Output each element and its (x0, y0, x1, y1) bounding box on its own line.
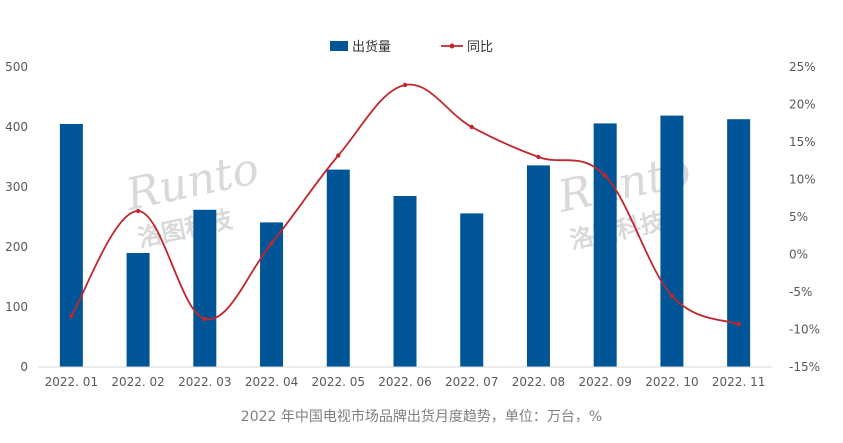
x-tick-label: 2022. 11 (712, 375, 765, 389)
bar-series (59, 115, 751, 368)
legend-marker-line (449, 43, 455, 49)
bar (393, 196, 417, 367)
x-tick-label: 2022. 01 (45, 375, 98, 389)
bar (526, 165, 550, 367)
line-series (69, 82, 741, 327)
line-point (402, 82, 408, 88)
watermark-brand: Runto (121, 143, 264, 221)
watermark-left: Runto 洛图科技 (121, 143, 264, 253)
x-tick-label: 2022. 06 (378, 375, 431, 389)
line-point (269, 241, 274, 246)
x-tick-label: 2022. 03 (178, 375, 231, 389)
line-point (202, 316, 208, 322)
line-point (536, 154, 541, 160)
bar (260, 222, 284, 367)
y2-tick-label: 25% (789, 60, 816, 74)
bar (326, 169, 350, 367)
x-tick-label: 2022. 09 (578, 375, 631, 389)
line-point (336, 153, 341, 158)
bar (59, 124, 83, 367)
bar (460, 213, 484, 367)
x-tick-label: 2022. 08 (512, 375, 565, 389)
line-point (669, 293, 675, 298)
y-tick-label: 500 (5, 60, 28, 74)
line-point (69, 313, 74, 319)
y-tick-label: 0 (20, 360, 28, 374)
y2-tick-label: -10% (789, 323, 820, 337)
y2-tick-label: 15% (789, 135, 816, 149)
legend-swatch-bar (330, 41, 348, 51)
y2-tick-label: 5% (789, 210, 808, 224)
bar (593, 123, 617, 368)
x-axis: 2022. 01 2022. 02 2022. 03 2022. 04 2022. 05… (45, 375, 766, 389)
legend-label-bar: 出货量 (352, 39, 391, 55)
bar (660, 115, 684, 367)
y-tick-label: 200 (5, 240, 28, 254)
line-point (736, 322, 741, 327)
y2-tick-label: 0% (789, 248, 808, 262)
legend: 出货量 同比 (330, 39, 493, 55)
y2-tick-label: 20% (789, 98, 816, 112)
x-tick-label: 2022. 04 (245, 375, 298, 389)
bar (126, 253, 150, 367)
x-tick-label: 2022. 07 (445, 375, 498, 389)
x-tick-label: 2022. 10 (645, 375, 698, 389)
line-point (602, 173, 608, 178)
y-tick-label: 300 (5, 180, 28, 194)
line-path (70, 83, 739, 326)
y-tick-label: 400 (5, 120, 28, 134)
y2-tick-label: -5% (789, 285, 812, 299)
y-axis-right: -15% -10% -5% 0% 5% 10% 15% 20% 25% (789, 60, 820, 374)
x-tick-label: 2022. 02 (111, 375, 164, 389)
legend-label-line: 同比 (467, 40, 493, 55)
y-tick-label: 100 (5, 300, 28, 314)
line-point (469, 124, 474, 130)
x-tick-label: 2022. 05 (312, 375, 365, 389)
chart-caption: 2022 年中国电视市场品牌出货月度趋势，单位：万台，% (240, 409, 603, 425)
y-axis-left: 0 100 200 300 400 500 (5, 60, 28, 374)
y2-tick-label: -15% (789, 360, 820, 374)
line-point (135, 208, 141, 214)
bar (727, 119, 751, 367)
y2-tick-label: 10% (789, 173, 816, 187)
bar (193, 209, 217, 367)
